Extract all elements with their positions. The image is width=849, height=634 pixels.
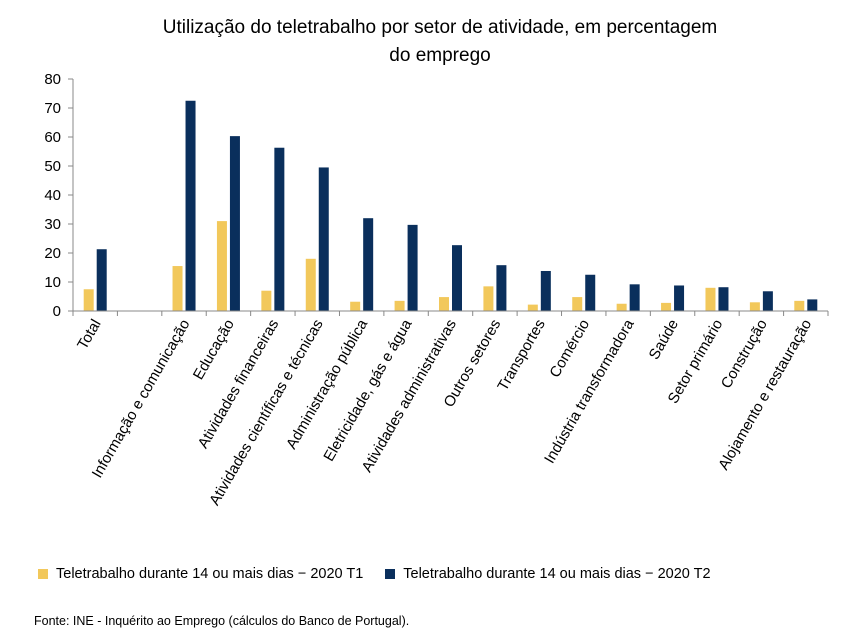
- category-label-0: Total: [74, 317, 105, 353]
- y-tick-label-20: 20: [44, 245, 61, 262]
- y-tick-label-60: 60: [44, 129, 61, 146]
- bar-s1-16: [794, 300, 805, 311]
- category-label-4: Atividades financeiras: [195, 317, 283, 452]
- chart-title: Utilização do teletrabalho por setor de …: [80, 14, 800, 70]
- bar-s1-7: [394, 300, 405, 311]
- source-note: Fonte: INE - Inquérito ao Emprego (cálcu…: [34, 614, 410, 628]
- bar-s2-5: [318, 167, 329, 311]
- bar-s2-13: [674, 285, 685, 311]
- y-tick-label-80: 80: [44, 71, 61, 88]
- category-label-16: Alojamento e restauração: [715, 317, 815, 474]
- category-label-13: Saúde: [646, 317, 682, 363]
- bar-s1-4: [261, 290, 272, 311]
- bar-s2-8: [452, 245, 462, 311]
- y-tick-label-40: 40: [44, 187, 61, 204]
- bar-s2-9: [496, 265, 507, 311]
- category-label-11: Comércio: [546, 317, 593, 381]
- bar-s2-0: [96, 249, 107, 311]
- axes-group: [68, 78, 829, 316]
- bar-s2-7: [407, 224, 418, 311]
- bar-s2-10: [540, 270, 551, 311]
- legend: Teletrabalho durante 14 ou mais dias − 2…: [38, 566, 733, 582]
- bar-s2-14: [718, 287, 729, 311]
- category-label-7: Eletricidade, gás e água: [320, 316, 416, 464]
- bar-s1-2: [172, 266, 183, 311]
- bar-s2-11: [585, 274, 596, 311]
- category-label-2: Informação e comunicação: [89, 317, 194, 481]
- bar-s2-16: [807, 299, 818, 311]
- y-tick-label-0: 0: [53, 303, 61, 320]
- bar-s2-4: [274, 147, 285, 311]
- legend-swatch-t1: [38, 569, 48, 579]
- bar-s2-6: [363, 218, 374, 311]
- bar-s2-12: [629, 284, 640, 311]
- chart-title-line-2: do emprego: [389, 45, 491, 66]
- bar-s2-15: [762, 291, 773, 311]
- legend-swatch-t2: [385, 569, 396, 579]
- y-tick-label-30: 30: [44, 216, 61, 233]
- bar-s1-14: [705, 287, 716, 311]
- bar-s1-3: [216, 221, 227, 311]
- bar-s1-10: [527, 304, 538, 311]
- bar-s2-2: [185, 100, 196, 311]
- y-tick-label-50: 50: [44, 158, 61, 175]
- bar-s1-13: [661, 302, 672, 311]
- category-label-12: Indústria transformadora: [541, 316, 638, 467]
- legend-label-t2: Teletrabalho durante 14 ou mais dias − 2…: [403, 566, 711, 582]
- bar-s1-9: [483, 286, 494, 311]
- category-label-3: Educação: [190, 317, 238, 383]
- legend-label-t1: Teletrabalho durante 14 ou mais dias − 2…: [56, 566, 364, 582]
- y-tick-labels: 0 10 20 30 40 50 60 70 80: [44, 71, 61, 320]
- legend-item-t2: Teletrabalho durante 14 ou mais dias − 2…: [385, 566, 711, 582]
- bar-s1-8: [439, 297, 449, 311]
- bar-s1-11: [572, 297, 583, 311]
- bar-s1-15: [749, 302, 760, 311]
- category-label-6: Administração pública: [283, 316, 371, 452]
- bar-s2-3: [229, 136, 240, 311]
- y-tick-label-70: 70: [44, 100, 61, 117]
- bar-s1-5: [305, 258, 316, 311]
- bar-s1-0: [83, 289, 94, 311]
- chart-title-line-1: Utilização do teletrabalho por setor de …: [162, 17, 718, 38]
- bar-s1-12: [616, 303, 627, 311]
- y-tick-label-10: 10: [44, 274, 61, 291]
- bars-group: [83, 100, 818, 311]
- legend-item-t1: Teletrabalho durante 14 ou mais dias − 2…: [38, 566, 363, 582]
- bar-s1-6: [350, 301, 361, 311]
